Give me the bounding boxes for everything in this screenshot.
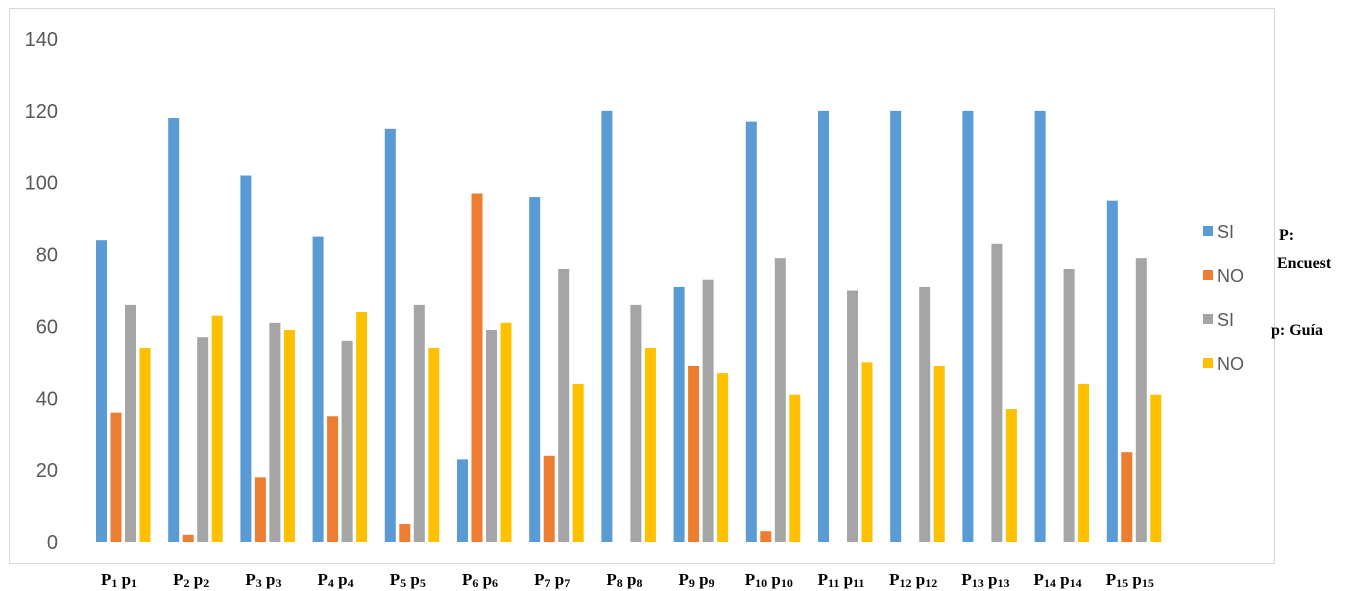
- bar-si-3: [341, 340, 353, 542]
- note-encuesta: Encuest: [1277, 255, 1332, 272]
- legend-label: NO: [1217, 354, 1244, 374]
- x-category-label: P11 p11: [818, 570, 865, 590]
- y-tick-label: 80: [36, 245, 58, 267]
- bar-no-4: [1150, 394, 1162, 542]
- bar-no-4: [572, 383, 584, 542]
- bar-chart: 0 20 40 60 80 100 120 140 SI NO SI NO: [25, 29, 1244, 554]
- bar-si-1: [1106, 200, 1118, 542]
- x-category-label: P1 p1: [101, 570, 137, 590]
- legend-swatch: [1203, 358, 1213, 368]
- bar-no-4: [428, 347, 440, 542]
- bar-si-3: [774, 258, 786, 542]
- x-category-label: P10 p10: [745, 570, 793, 590]
- bar-no-4: [1005, 409, 1017, 542]
- bar-si-1: [818, 110, 829, 542]
- legend-swatch: [1203, 314, 1213, 324]
- bar-si-1: [312, 236, 324, 542]
- y-tick-label: 60: [36, 316, 58, 338]
- bar-si-3: [1135, 258, 1147, 542]
- bar-no-4: [1078, 383, 1090, 542]
- x-category-label: P14 p14: [1034, 570, 1082, 590]
- bar-no-2: [399, 524, 411, 542]
- bar-no-2: [471, 193, 483, 542]
- x-category-label: P15 p15: [1106, 570, 1154, 590]
- bar-no-2: [543, 455, 555, 542]
- bar-no-4: [500, 322, 512, 542]
- bar-si-3: [1063, 268, 1075, 542]
- bar-si-1: [601, 110, 613, 542]
- bar-si-3: [630, 304, 642, 542]
- x-category-label: P9 p9: [679, 570, 715, 590]
- legend-swatch: [1203, 270, 1213, 280]
- y-tick-label: 0: [47, 532, 58, 554]
- bar-si-3: [991, 243, 1003, 543]
- bar-si-3: [269, 322, 281, 542]
- bar-no-4: [356, 312, 368, 542]
- bar-si-1: [673, 286, 685, 542]
- bar-si-1: [890, 110, 902, 542]
- y-tick-label: 40: [36, 388, 58, 410]
- bar-si-3: [197, 337, 209, 542]
- x-category-label: P4 p4: [318, 570, 354, 590]
- x-category-label: P6 p6: [462, 570, 498, 590]
- chart-frame: 0 20 40 60 80 100 120 140 SI NO SI NO: [9, 8, 1275, 564]
- x-category-label: P5 p5: [390, 570, 426, 590]
- legend-swatch: [1203, 226, 1213, 236]
- bar-no-4: [283, 330, 295, 542]
- bar-no-2: [254, 477, 266, 542]
- bar-si-1: [384, 128, 396, 543]
- bar-si-1: [529, 197, 541, 543]
- bar-si-3: [486, 330, 497, 542]
- bar-si-3: [558, 268, 570, 542]
- bar-si-3: [413, 304, 425, 542]
- bar-si-3: [125, 304, 136, 542]
- legend-label: SI: [1217, 222, 1234, 242]
- bar-no-4: [139, 347, 151, 542]
- bar-no-4: [211, 315, 223, 542]
- y-tick-label: 140: [25, 29, 58, 51]
- bar-no-4: [717, 373, 729, 542]
- bar-no-2: [327, 416, 339, 542]
- bar-no-2: [688, 365, 700, 542]
- note-guia: p: Guía: [1271, 322, 1324, 339]
- legend-label: SI: [1217, 310, 1234, 330]
- y-tick-label: 100: [25, 173, 58, 195]
- bar-no-4: [644, 347, 656, 542]
- x-category-label: P8 p8: [606, 570, 642, 590]
- bar-no-4: [861, 362, 873, 542]
- bar-si-1: [745, 121, 757, 542]
- bar-no-2: [182, 534, 194, 542]
- bar-si-3: [919, 286, 931, 542]
- bar-no-2: [760, 531, 772, 542]
- x-category-label: P12 p12: [889, 570, 937, 590]
- y-tick-label: 20: [36, 460, 58, 482]
- note-p-label: P:: [1279, 227, 1295, 244]
- x-category-label: P7 p7: [534, 570, 570, 590]
- bar-no-4: [789, 394, 801, 542]
- x-category-label: P2 p2: [173, 570, 209, 590]
- x-category-label: P13 p13: [961, 570, 1009, 590]
- bar-si-1: [1034, 110, 1046, 542]
- y-tick-label: 120: [25, 101, 58, 123]
- bar-si-1: [96, 240, 107, 542]
- bar-no-2: [1121, 452, 1133, 542]
- bar-si-1: [457, 459, 468, 542]
- bar-si-1: [240, 175, 252, 542]
- bar-si-3: [702, 279, 714, 542]
- bar-si-1: [168, 118, 180, 543]
- x-category-label: P3 p3: [245, 570, 281, 590]
- bar-no-4: [933, 365, 945, 542]
- bar-si-3: [847, 290, 858, 542]
- bar-si-1: [962, 110, 974, 542]
- bar-no-2: [110, 412, 122, 542]
- legend-label: NO: [1217, 266, 1244, 286]
